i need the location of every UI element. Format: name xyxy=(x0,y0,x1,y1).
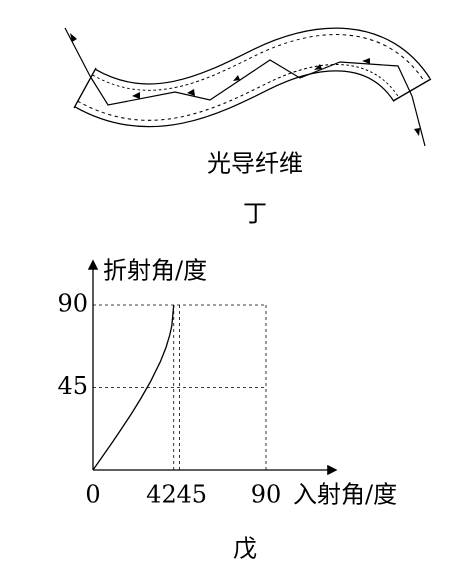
y-tick-label: 45 xyxy=(57,372,88,400)
fiber-caption: 光导纤维 xyxy=(207,150,303,178)
optical-fiber xyxy=(64,27,432,147)
curve xyxy=(92,304,175,471)
x-tick-label: 42 xyxy=(146,481,177,509)
x-tick-label: 90 xyxy=(251,481,282,509)
x-tick-label: 0 xyxy=(85,481,100,509)
x-axis-label: 入射角/度 xyxy=(293,481,397,509)
x-tick-label: 45 xyxy=(177,481,208,509)
figure-label: 戊 xyxy=(233,535,257,563)
y-axis-label: 折射角/度 xyxy=(103,257,207,285)
y-tick-label: 90 xyxy=(57,290,88,318)
figure-label: 丁 xyxy=(243,200,267,228)
